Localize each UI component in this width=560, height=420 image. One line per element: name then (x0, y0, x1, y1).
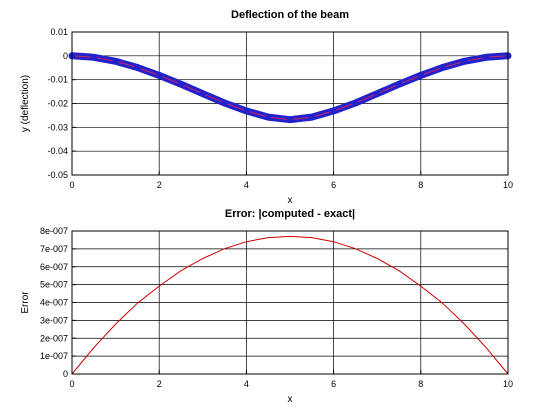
chart-1-series-1-point (265, 113, 272, 121)
chart-2-series-1-line (71, 235, 509, 375)
chart-1-y-axis-label: y (deflection) (20, 75, 31, 132)
chart-1-y-tick-label: 0 (63, 51, 68, 61)
chart-2-y-tick-label: 1e-007 (40, 351, 68, 361)
chart-1-y-tick-label: 0.01 (50, 27, 68, 37)
chart-1-series-1-point (156, 72, 163, 79)
chart-1-axes-frame (71, 31, 509, 176)
chart-2-y-tick-label: 4e-007 (40, 298, 68, 308)
chart-2-x-tick-label: 4 (244, 379, 249, 389)
chart-2: 0 2 4 6 8 10 8e-007 7e-007 6e-007 5e-007 4e-007 3e-… (20, 208, 513, 405)
chart-1-series-1-point (461, 58, 468, 65)
chart-1-series-1-point (221, 99, 228, 107)
chart-1-series-1-point (243, 107, 250, 115)
chart-1-series-1-point (134, 64, 141, 71)
chart-1-x-tick-label: 8 (418, 180, 423, 190)
chart-1-series-1-point (90, 54, 98, 61)
chart-1-series-1-point (112, 58, 119, 65)
chart-1-series-1-point (330, 107, 337, 115)
chart-1-title: Deflection of the beam (231, 9, 349, 21)
chart-1-x-axis-label: x (288, 195, 293, 206)
chart-1-series-1-point (374, 90, 381, 97)
chart-1-y-tick-label: -0.02 (47, 99, 68, 109)
chart-1-y-tick-label: -0.05 (47, 170, 68, 180)
chart-1-series-1-point (439, 64, 446, 71)
chart-1-x-tick-label: 4 (244, 180, 249, 190)
chart-2-y-tick-label: 0 (63, 369, 68, 379)
chart-1-series-1-point (352, 99, 359, 107)
chart-2-x-tick-label: 10 (503, 379, 513, 389)
chart-1-x-tick-label: 6 (331, 180, 336, 190)
chart-1-y-tick-label: -0.03 (47, 122, 68, 132)
chart-2-y-tick-label: 5e-007 (40, 280, 68, 290)
chart-1-series-1-point (483, 54, 490, 61)
chart-2-y-axis-label: Error (20, 291, 31, 314)
chart-1-series-1-point (417, 72, 424, 79)
chart-1-y-tick-label: -0.01 (47, 75, 68, 85)
chart-2-y-tick-label: 3e-007 (40, 315, 68, 325)
chart-1-series-1-point (199, 90, 206, 97)
chart-2-x-tick-label: 8 (418, 379, 423, 389)
chart-1-x-tick-label: 10 (503, 180, 513, 190)
chart-1-series-1-point (395, 81, 403, 88)
chart-2-x-axis-label: x (288, 394, 293, 405)
chart-1-series-1-point (308, 113, 315, 121)
chart-2-y-tick-label: 2e-007 (40, 333, 68, 343)
chart-2-x-tick-label: 6 (331, 379, 336, 389)
chart-2-y-tick-label: 6e-007 (40, 262, 68, 272)
chart-1-series-1-point (177, 81, 185, 88)
chart-1-series-1-point (286, 116, 294, 123)
chart-2-axes-frame (71, 230, 509, 375)
chart-2-x-tick-label: 2 (157, 379, 162, 389)
chart-2-x-tick-label: 0 (69, 379, 74, 389)
chart-2-y-tick-label: 7e-007 (40, 244, 68, 254)
chart-1-x-tick-label: 2 (157, 180, 162, 190)
chart-1-x-tick-label: 0 (69, 180, 74, 190)
chart-1: 0 2 4 6 8 10 0.01 0 -0.01 -0.02 -0.03 -0.04 -0.05 Def… (20, 9, 513, 206)
chart-1-y-tick-label: -0.04 (47, 146, 68, 156)
chart-2-title: Error: |computed - exact| (225, 208, 355, 220)
chart-2-y-tick-label: 8e-007 (40, 226, 68, 236)
